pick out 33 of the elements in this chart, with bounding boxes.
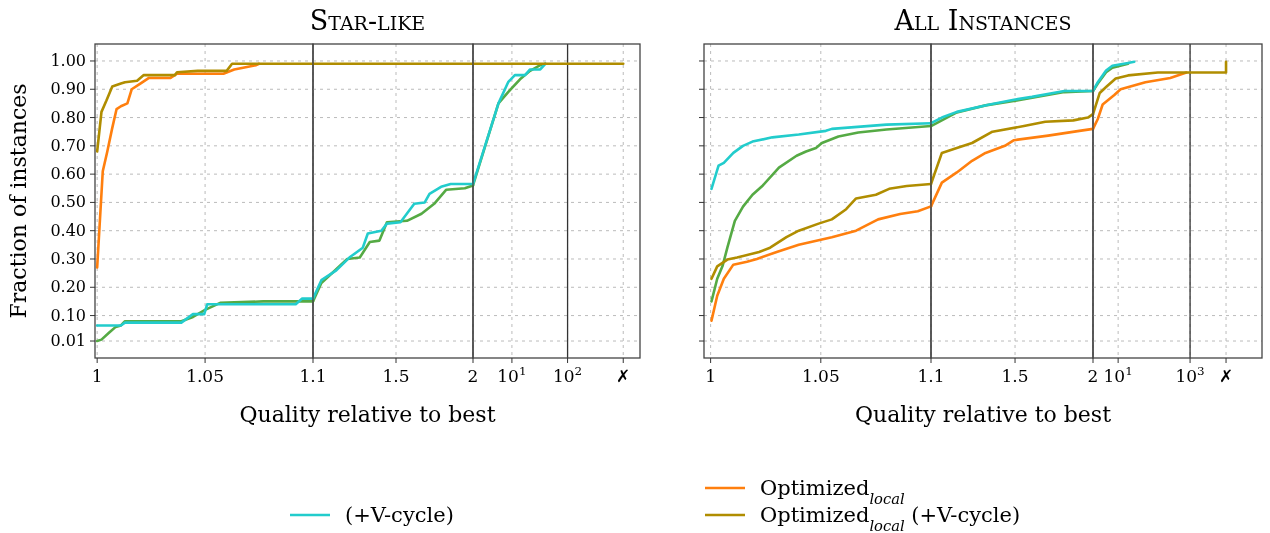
y-tick-label: 0.01 bbox=[50, 331, 86, 351]
x-tick-label: 1 bbox=[705, 366, 717, 386]
x-tick-label: ✗ bbox=[1219, 366, 1234, 386]
x-tick-label: ✗ bbox=[616, 366, 631, 386]
x-tick-label: 10$^{1}$ bbox=[497, 364, 527, 386]
y-tick-label: 1.00 bbox=[50, 50, 86, 70]
x-tick-label: 10$^{1}$ bbox=[1103, 364, 1133, 386]
x-tick-label: 10$^{3}$ bbox=[1175, 364, 1205, 386]
y-tick-label: 0.20 bbox=[50, 277, 86, 297]
legend-label: (+V-cycle) bbox=[345, 503, 454, 527]
y-tick-label: 0.30 bbox=[50, 248, 86, 268]
y-tick-label: 0.70 bbox=[50, 135, 86, 155]
y-tick-label: 0.50 bbox=[50, 192, 86, 212]
x-tick-label: 1.5 bbox=[1001, 366, 1029, 386]
x-tick-label: 2 bbox=[1087, 366, 1099, 386]
y-tick-label: 0.40 bbox=[50, 220, 86, 240]
x-axis-title: Quality relative to best bbox=[855, 402, 1112, 427]
y-axis-title: Fraction of instances bbox=[6, 83, 31, 319]
chart-title: Star-like bbox=[309, 5, 426, 36]
x-tick-label: 1.05 bbox=[186, 366, 225, 386]
x-tick-label: 1.5 bbox=[382, 366, 410, 386]
y-tick-label: 0.60 bbox=[50, 164, 86, 184]
x-tick-label: 1.05 bbox=[801, 366, 840, 386]
x-tick-label: 10$^{2}$ bbox=[552, 364, 583, 386]
y-tick-label: 0.10 bbox=[50, 305, 86, 325]
y-tick-label: 0.80 bbox=[50, 107, 86, 127]
x-tick-label: 1.1 bbox=[299, 366, 327, 386]
x-tick-label: 1 bbox=[91, 366, 103, 386]
x-tick-label: 2 bbox=[467, 366, 479, 386]
x-tick-label: 1.1 bbox=[917, 366, 945, 386]
x-axis-title: Quality relative to best bbox=[239, 402, 496, 427]
chart-title: All Instances bbox=[893, 5, 1072, 36]
y-tick-label: 0.90 bbox=[50, 79, 86, 99]
